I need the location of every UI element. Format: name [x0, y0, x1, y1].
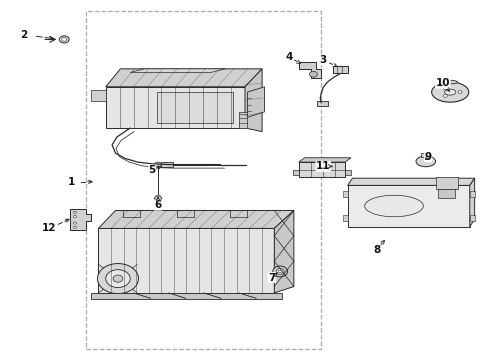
Polygon shape [239, 112, 247, 128]
Bar [470, 192, 475, 197]
Circle shape [273, 266, 288, 277]
Circle shape [310, 71, 318, 77]
Bar [333, 66, 347, 73]
Polygon shape [299, 158, 351, 162]
Bar [345, 170, 351, 175]
Polygon shape [245, 69, 262, 132]
Text: 10: 10 [436, 78, 450, 88]
Circle shape [113, 275, 123, 282]
Ellipse shape [416, 156, 436, 167]
Text: 1: 1 [68, 177, 75, 187]
Polygon shape [98, 228, 274, 293]
Text: 4: 4 [285, 52, 293, 62]
Text: 8: 8 [373, 245, 381, 255]
Polygon shape [106, 87, 245, 128]
Ellipse shape [432, 82, 469, 102]
Text: 11: 11 [316, 161, 330, 171]
Circle shape [106, 270, 130, 288]
Polygon shape [91, 90, 106, 101]
Circle shape [458, 91, 462, 94]
Polygon shape [470, 178, 475, 226]
Polygon shape [130, 69, 225, 72]
Circle shape [74, 226, 76, 228]
Ellipse shape [365, 195, 423, 217]
Text: 5: 5 [148, 165, 156, 175]
Circle shape [74, 211, 76, 213]
Text: 2: 2 [21, 30, 28, 40]
Polygon shape [106, 69, 262, 87]
Polygon shape [347, 178, 475, 185]
Circle shape [278, 270, 282, 273]
Polygon shape [70, 209, 91, 230]
Text: 7: 7 [268, 273, 275, 283]
Bar [470, 215, 475, 221]
Bar [91, 293, 282, 300]
Text: 3: 3 [319, 55, 327, 65]
Circle shape [98, 264, 139, 294]
Polygon shape [299, 62, 321, 78]
Polygon shape [274, 211, 294, 293]
Bar [438, 189, 455, 198]
Bar [157, 92, 233, 123]
Text: 6: 6 [154, 200, 162, 210]
Circle shape [74, 216, 76, 218]
Polygon shape [247, 87, 265, 117]
Polygon shape [154, 196, 162, 202]
Polygon shape [347, 185, 470, 226]
Polygon shape [299, 162, 345, 177]
Bar [343, 215, 347, 221]
Bar [318, 102, 328, 106]
Bar [421, 153, 431, 157]
Circle shape [276, 269, 284, 274]
Bar [343, 192, 347, 197]
Ellipse shape [444, 89, 456, 95]
Circle shape [443, 87, 447, 90]
Circle shape [443, 94, 447, 97]
Text: 12: 12 [42, 224, 57, 233]
Bar [161, 162, 172, 167]
Bar [436, 177, 458, 189]
Circle shape [155, 162, 161, 167]
Text: 9: 9 [425, 152, 432, 162]
Polygon shape [98, 211, 294, 228]
Bar [86, 12, 321, 348]
Circle shape [62, 38, 67, 41]
Bar [293, 170, 299, 175]
Circle shape [59, 36, 69, 43]
Circle shape [74, 222, 76, 224]
Ellipse shape [443, 80, 458, 84]
